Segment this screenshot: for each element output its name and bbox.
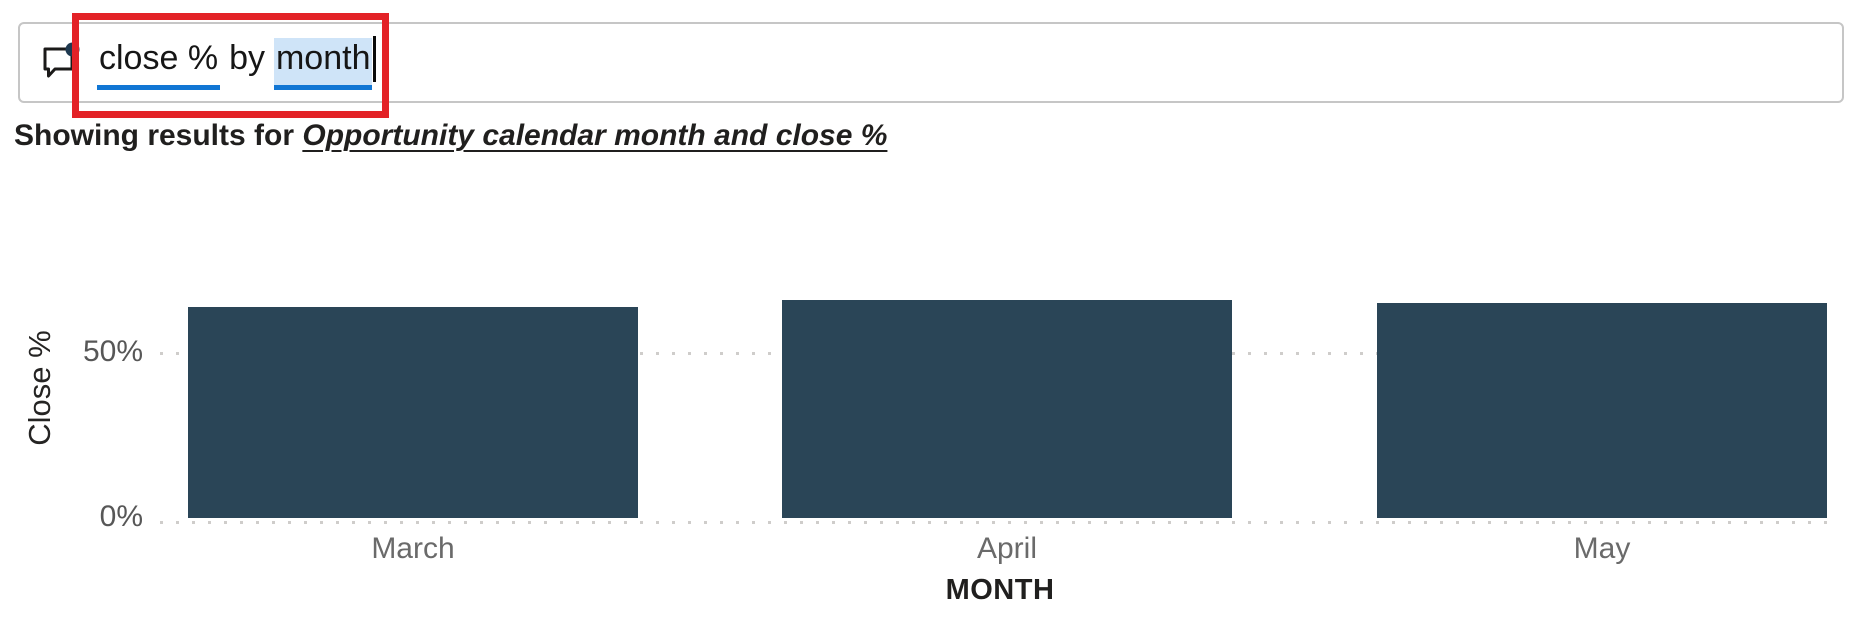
- x-axis-labels: March April May: [160, 532, 1840, 572]
- query-text: close % by month: [97, 35, 377, 90]
- bar-march[interactable]: [188, 307, 638, 518]
- query-term-close-pct[interactable]: close %: [97, 38, 221, 90]
- query-term-month[interactable]: month: [273, 38, 373, 90]
- results-interpretation[interactable]: Opportunity calendar month and close %: [302, 119, 888, 152]
- x-axis-baseline-ticks: [160, 521, 1840, 524]
- bar-april[interactable]: [782, 300, 1232, 518]
- bar-may[interactable]: [1377, 303, 1827, 518]
- plot-area: [160, 188, 1840, 524]
- question-input-box[interactable]: close % by month: [18, 22, 1844, 103]
- x-label-april: April: [976, 532, 1038, 565]
- results-line: Showing results for Opportunity calendar…: [14, 119, 887, 153]
- y-tick-0: 0%: [99, 500, 143, 533]
- x-label-march: March: [371, 532, 455, 565]
- x-label-may: May: [1573, 532, 1631, 565]
- speech-bubble-icon: [43, 42, 80, 77]
- text-cursor: [373, 35, 377, 82]
- y-tick-50: 50%: [82, 335, 143, 368]
- results-prefix: Showing results for: [14, 119, 303, 152]
- query-term-by[interactable]: by: [229, 39, 265, 78]
- x-axis-title: MONTH: [945, 574, 1055, 606]
